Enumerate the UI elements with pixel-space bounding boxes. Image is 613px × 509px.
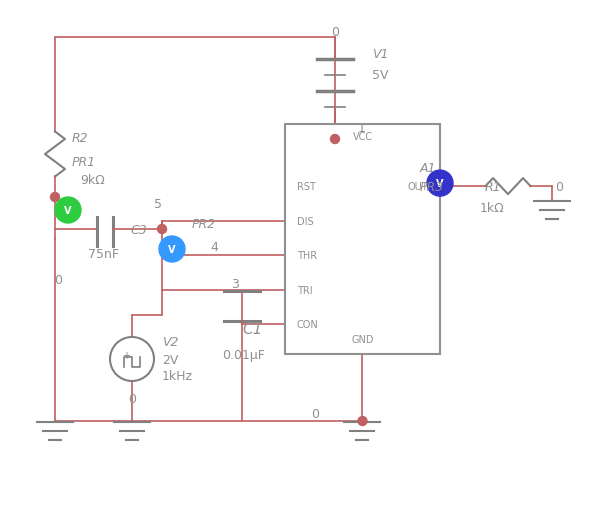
Circle shape	[427, 171, 453, 196]
Text: PR1: PR1	[72, 155, 96, 168]
Text: GND: GND	[351, 334, 374, 344]
Circle shape	[330, 135, 340, 144]
Bar	[285, 125, 440, 354]
Text: R2: R2	[72, 131, 89, 144]
Text: +: +	[122, 350, 130, 360]
Circle shape	[158, 225, 167, 234]
Text: A1: A1	[420, 161, 436, 174]
Text: PR2: PR2	[192, 218, 216, 231]
Text: V: V	[168, 244, 176, 254]
Text: 1: 1	[358, 121, 366, 134]
Text: 0: 0	[54, 273, 62, 286]
Text: 4: 4	[210, 241, 218, 254]
Text: R1: R1	[485, 181, 501, 194]
Text: V1: V1	[372, 48, 389, 62]
Text: 5V: 5V	[372, 68, 389, 81]
Circle shape	[159, 237, 185, 263]
Text: 0: 0	[555, 181, 563, 194]
Text: RST: RST	[297, 182, 316, 192]
Text: V2: V2	[162, 335, 178, 348]
Text: 0.01μF: 0.01μF	[222, 348, 265, 361]
Text: 0: 0	[128, 393, 136, 406]
Text: C1: C1	[242, 322, 262, 337]
Text: 2V: 2V	[162, 353, 178, 366]
Text: 3: 3	[231, 278, 239, 291]
Text: C3: C3	[130, 223, 147, 236]
Text: V: V	[436, 179, 444, 189]
Text: TRI: TRI	[297, 285, 313, 295]
Circle shape	[358, 417, 367, 426]
Text: VCC: VCC	[352, 132, 373, 142]
Text: 0: 0	[311, 408, 319, 420]
Text: OUT: OUT	[408, 182, 428, 192]
Text: 5: 5	[154, 198, 162, 211]
Text: 1kΩ: 1kΩ	[480, 201, 504, 214]
Text: PR3: PR3	[420, 181, 444, 194]
Circle shape	[55, 197, 81, 223]
Text: 9kΩ: 9kΩ	[80, 173, 105, 186]
Text: 0: 0	[331, 25, 339, 38]
Text: CON: CON	[297, 320, 319, 329]
Text: DIS: DIS	[297, 216, 314, 226]
Circle shape	[50, 193, 59, 202]
Text: 1kHz: 1kHz	[162, 370, 193, 383]
Text: THR: THR	[297, 250, 317, 261]
Text: 75nF: 75nF	[88, 248, 119, 261]
Text: V: V	[64, 206, 72, 216]
